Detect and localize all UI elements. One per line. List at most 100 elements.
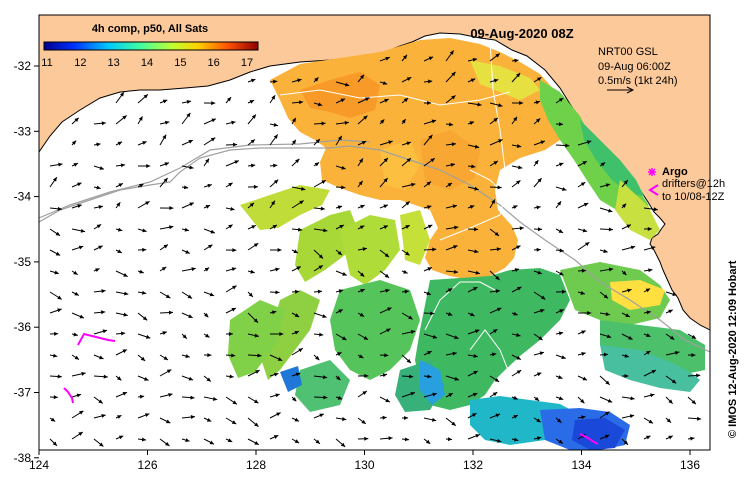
current-arrow — [621, 353, 630, 358]
current-arrow — [181, 438, 190, 443]
current-arrow — [71, 204, 82, 209]
current-arrow — [313, 265, 324, 272]
current-arrow — [137, 312, 148, 321]
current-arrow — [313, 354, 320, 361]
current-arrow — [93, 354, 104, 360]
current-arrow — [533, 118, 541, 125]
current-arrow — [687, 333, 697, 340]
current-arrow — [137, 354, 146, 362]
x-tick-label: 126 — [137, 458, 157, 472]
current-arrow — [379, 204, 389, 209]
current-arrow — [137, 116, 143, 125]
current-arrow — [247, 353, 262, 358]
current-arrow — [533, 436, 542, 441]
current-arrow — [247, 163, 256, 168]
current-arrow — [621, 396, 635, 401]
current-arrow — [291, 372, 301, 377]
current-arrow — [49, 270, 59, 275]
current-arrow — [313, 289, 323, 294]
current-arrow — [467, 102, 482, 107]
x-tick-label: 136 — [680, 458, 700, 472]
current-arrow — [379, 119, 385, 125]
colorbar-tick-label: 15 — [174, 57, 186, 69]
current-arrow — [291, 117, 297, 125]
current-arrow — [137, 437, 147, 442]
current-arrow — [313, 121, 326, 126]
current-arrow — [577, 202, 589, 209]
current-arrow — [49, 249, 61, 256]
current-arrow — [335, 81, 350, 87]
current-arrow — [181, 333, 188, 339]
current-arrow — [533, 247, 541, 252]
current-arrow — [159, 392, 173, 398]
current-arrow — [291, 330, 300, 335]
current-arrow — [489, 78, 499, 83]
current-arrow — [93, 289, 106, 294]
current-arrow — [203, 267, 210, 272]
current-arrow — [599, 227, 613, 232]
current-arrow — [379, 81, 388, 85]
current-arrow — [181, 312, 193, 319]
current-arrow — [445, 204, 458, 209]
current-arrow — [71, 410, 84, 419]
current-arrow — [445, 122, 454, 127]
current-arrow — [203, 438, 215, 445]
current-arrow — [181, 415, 196, 419]
current-arrow — [313, 77, 319, 83]
current-arrow — [643, 226, 652, 231]
current-arrow — [115, 414, 122, 419]
current-arrow — [379, 373, 388, 378]
current-arrow — [423, 247, 437, 252]
current-arrow — [247, 242, 259, 251]
current-arrow — [489, 352, 497, 357]
current-arrow — [159, 310, 174, 315]
colorbar-ramp — [43, 41, 259, 51]
current-arrow — [445, 182, 453, 188]
current-arrow — [247, 224, 257, 230]
current-arrow — [687, 353, 696, 358]
current-arrow — [335, 249, 343, 256]
current-arrow — [203, 158, 210, 167]
current-arrow — [379, 56, 390, 62]
colorbar-tick-label: 11 — [41, 57, 52, 69]
current-arrow — [555, 354, 566, 360]
current-arrow — [181, 139, 194, 146]
current-arrow — [599, 352, 609, 357]
current-arrow — [357, 204, 365, 209]
current-arrow — [313, 438, 321, 445]
current-arrow — [225, 417, 237, 425]
current-arrow — [401, 97, 409, 104]
current-arrow — [71, 140, 77, 146]
current-arrow — [401, 76, 412, 83]
current-arrow — [467, 392, 478, 398]
x-tick-label: 124 — [29, 458, 49, 472]
current-arrow — [93, 185, 101, 190]
current-arrow — [533, 417, 542, 423]
current-arrow — [423, 438, 431, 445]
current-arrow — [291, 139, 297, 146]
current-arrow — [643, 350, 651, 356]
current-arrow — [577, 160, 588, 167]
current-arrow — [401, 391, 416, 398]
current-arrow — [489, 53, 501, 62]
current-arrow — [401, 415, 409, 420]
current-arrow — [159, 354, 169, 361]
current-arrow — [577, 311, 592, 316]
current-arrow — [225, 142, 238, 147]
current-arrow — [665, 291, 677, 296]
current-arrow — [467, 312, 475, 317]
current-arrow — [71, 117, 80, 125]
current-arrow — [313, 413, 325, 419]
current-arrow — [577, 241, 590, 251]
current-arrow — [401, 118, 407, 125]
current-arrow — [159, 225, 174, 230]
current-arrow — [445, 417, 457, 427]
current-arrow — [489, 199, 496, 209]
current-arrow — [137, 94, 149, 104]
current-arrow — [489, 328, 498, 335]
current-arrow — [71, 270, 78, 276]
current-arrow — [555, 122, 564, 127]
current-arrow — [489, 247, 502, 252]
current-arrow — [203, 312, 209, 318]
